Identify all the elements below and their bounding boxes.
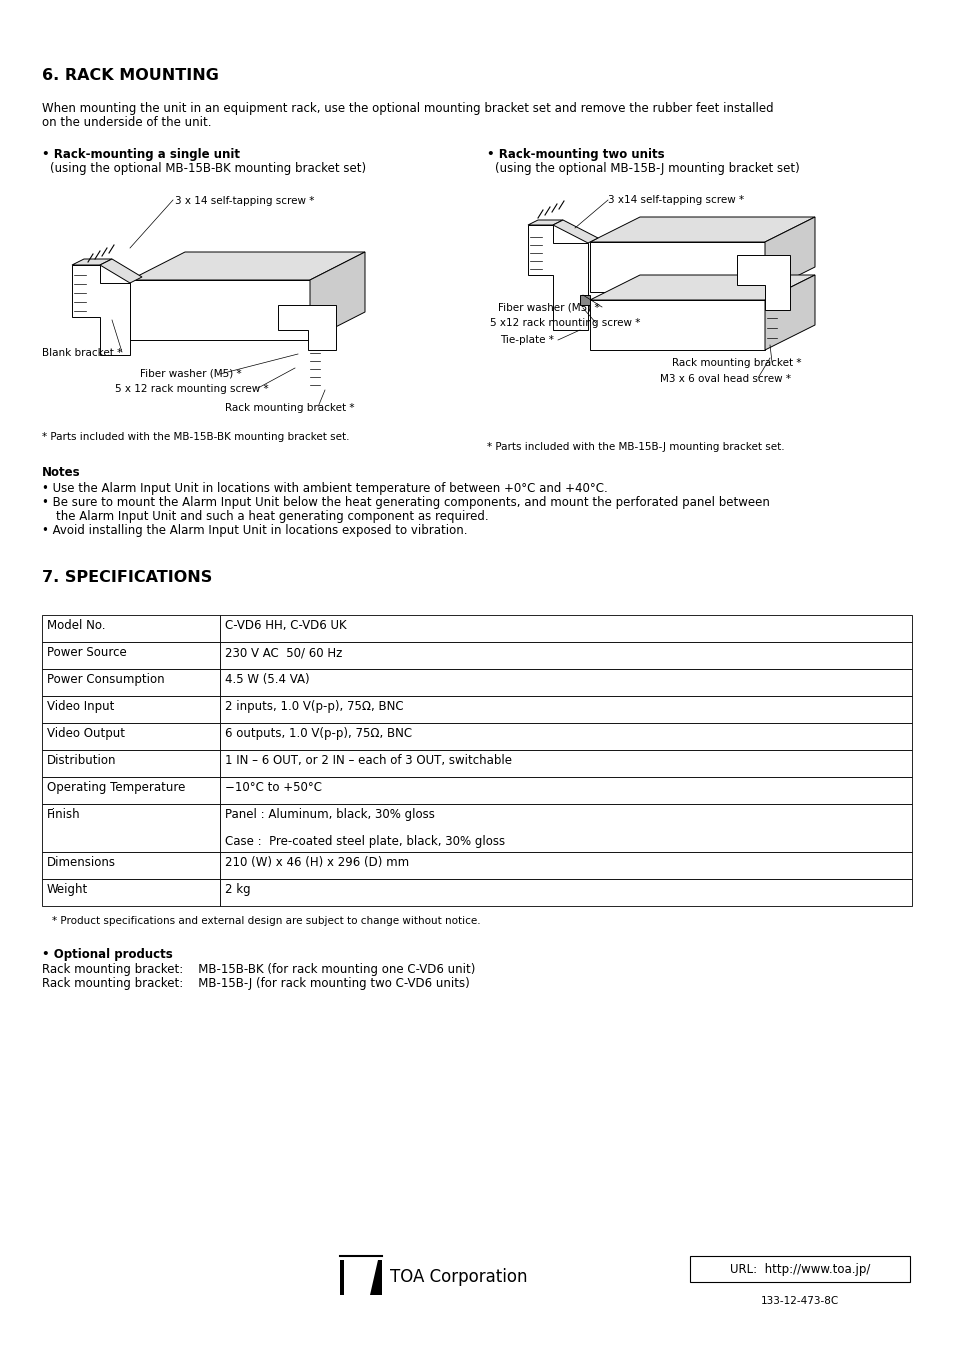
Polygon shape — [589, 218, 814, 242]
Polygon shape — [737, 255, 789, 309]
Bar — [220, 642, 911, 669]
Bar — [42, 696, 220, 723]
Text: Panel : Aluminum, black, 30% gloss: Panel : Aluminum, black, 30% gloss — [225, 808, 435, 821]
Text: on the underside of the unit.: on the underside of the unit. — [42, 116, 212, 128]
Text: Rack mounting bracket *: Rack mounting bracket * — [671, 358, 801, 367]
Polygon shape — [589, 242, 764, 292]
Polygon shape — [344, 1260, 355, 1296]
Bar — [42, 642, 220, 669]
Text: * Parts included with the MB-15B-BK mounting bracket set.: * Parts included with the MB-15B-BK moun… — [42, 432, 349, 442]
Text: Distribution: Distribution — [47, 754, 116, 767]
Text: Video Output: Video Output — [47, 727, 125, 740]
Text: Power Consumption: Power Consumption — [47, 673, 165, 686]
Bar — [42, 777, 220, 804]
Polygon shape — [527, 220, 562, 226]
Text: Rack mounting bracket:    MB-15B-BK (for rack mounting one C-VD6 unit): Rack mounting bracket: MB-15B-BK (for ra… — [42, 963, 475, 975]
Polygon shape — [310, 253, 365, 340]
Text: 6. RACK MOUNTING: 6. RACK MOUNTING — [42, 68, 218, 82]
Text: C-VD6 HH, C-VD6 UK: C-VD6 HH, C-VD6 UK — [225, 619, 346, 632]
Text: Tie-plate *: Tie-plate * — [499, 335, 554, 345]
Bar — [220, 669, 911, 696]
Bar — [220, 852, 911, 880]
Bar — [42, 804, 220, 852]
Text: 2 kg: 2 kg — [225, 884, 251, 896]
Polygon shape — [130, 280, 310, 340]
Text: When mounting the unit in an equipment rack, use the optional mounting bracket s: When mounting the unit in an equipment r… — [42, 101, 773, 115]
Text: Blank bracket *: Blank bracket * — [42, 349, 122, 358]
Bar — [42, 723, 220, 750]
Text: 4.5 W (5.4 VA): 4.5 W (5.4 VA) — [225, 673, 310, 686]
Text: Rack mounting bracket *: Rack mounting bracket * — [225, 403, 355, 413]
Text: 7. SPECIFICATIONS: 7. SPECIFICATIONS — [42, 570, 212, 585]
Text: Fiber washer (M5) *: Fiber washer (M5) * — [497, 303, 599, 312]
Text: 210 (W) x 46 (H) x 296 (D) mm: 210 (W) x 46 (H) x 296 (D) mm — [225, 857, 409, 869]
Polygon shape — [764, 218, 814, 292]
Bar — [220, 615, 911, 642]
Polygon shape — [71, 259, 112, 265]
Text: * Product specifications and external design are subject to change without notic: * Product specifications and external de… — [52, 916, 480, 925]
Text: 3 x 14 self-tapping screw *: 3 x 14 self-tapping screw * — [174, 196, 314, 205]
Polygon shape — [553, 220, 598, 243]
Polygon shape — [277, 305, 335, 350]
Text: * Parts included with the MB-15B-J mounting bracket set.: * Parts included with the MB-15B-J mount… — [486, 442, 783, 453]
Text: Case :  Pre-coated steel plate, black, 30% gloss: Case : Pre-coated steel plate, black, 30… — [225, 835, 504, 848]
Bar — [220, 723, 911, 750]
Text: 230 V AC  50/ 60 Hz: 230 V AC 50/ 60 Hz — [225, 646, 342, 659]
Text: Fiber washer (M5) *: Fiber washer (M5) * — [140, 367, 241, 378]
Text: the Alarm Input Unit and such a heat generating component as required.: the Alarm Input Unit and such a heat gen… — [56, 509, 488, 523]
Text: Weight: Weight — [47, 884, 89, 896]
Text: Operating Temperature: Operating Temperature — [47, 781, 185, 794]
Text: Dimensions: Dimensions — [47, 857, 116, 869]
Text: (using the optional MB-15B-BK mounting bracket set): (using the optional MB-15B-BK mounting b… — [50, 162, 366, 176]
Text: URL:  http://www.toa.jp/: URL: http://www.toa.jp/ — [729, 1262, 869, 1275]
Text: 133-12-473-8C: 133-12-473-8C — [760, 1296, 839, 1306]
Text: 3 x14 self-tapping screw *: 3 x14 self-tapping screw * — [607, 195, 743, 205]
Bar — [42, 669, 220, 696]
Bar — [220, 777, 911, 804]
Bar — [689, 1256, 909, 1282]
Text: • Avoid installing the Alarm Input Unit in locations exposed to vibration.: • Avoid installing the Alarm Input Unit … — [42, 524, 467, 536]
Bar — [42, 615, 220, 642]
Text: 5 x 12 rack mounting screw *: 5 x 12 rack mounting screw * — [115, 384, 269, 394]
Bar — [220, 750, 911, 777]
Bar — [42, 880, 220, 907]
Bar — [42, 750, 220, 777]
Text: 2 inputs, 1.0 V(p-p), 75Ω, BNC: 2 inputs, 1.0 V(p-p), 75Ω, BNC — [225, 700, 403, 713]
Text: Model No.: Model No. — [47, 619, 106, 632]
Text: 1 IN – 6 OUT, or 2 IN – each of 3 OUT, switchable: 1 IN – 6 OUT, or 2 IN – each of 3 OUT, s… — [225, 754, 512, 767]
Text: Power Source: Power Source — [47, 646, 127, 659]
Text: • Be sure to mount the Alarm Input Unit below the heat generating components, an: • Be sure to mount the Alarm Input Unit … — [42, 496, 769, 509]
Text: Video Input: Video Input — [47, 700, 114, 713]
Bar — [220, 880, 911, 907]
Text: Finish: Finish — [47, 808, 81, 821]
Text: (using the optional MB-15B-J mounting bracket set): (using the optional MB-15B-J mounting br… — [495, 162, 799, 176]
Text: TOA Corporation: TOA Corporation — [390, 1269, 527, 1286]
Bar — [220, 804, 911, 852]
Bar — [42, 852, 220, 880]
Text: • Rack-mounting two units: • Rack-mounting two units — [486, 149, 664, 161]
Text: 6 outputs, 1.0 V(p-p), 75Ω, BNC: 6 outputs, 1.0 V(p-p), 75Ω, BNC — [225, 727, 412, 740]
Polygon shape — [344, 1260, 377, 1296]
Polygon shape — [764, 276, 814, 350]
Polygon shape — [589, 276, 814, 300]
Polygon shape — [527, 226, 587, 330]
Polygon shape — [130, 253, 365, 280]
Text: 5 x12 rack mounting screw *: 5 x12 rack mounting screw * — [490, 317, 639, 328]
Text: −10°C to +50°C: −10°C to +50°C — [225, 781, 322, 794]
Text: M3 x 6 oval head screw *: M3 x 6 oval head screw * — [659, 374, 790, 384]
Polygon shape — [579, 295, 589, 305]
Text: • Optional products: • Optional products — [42, 948, 172, 961]
Text: Notes: Notes — [42, 466, 81, 480]
Text: • Rack-mounting a single unit: • Rack-mounting a single unit — [42, 149, 240, 161]
Text: Rack mounting bracket:    MB-15B-J (for rack mounting two C-VD6 units): Rack mounting bracket: MB-15B-J (for rac… — [42, 977, 469, 990]
Polygon shape — [71, 265, 130, 355]
Bar — [339, 1260, 381, 1296]
Bar — [220, 696, 911, 723]
Polygon shape — [589, 300, 764, 350]
Polygon shape — [100, 259, 142, 282]
Text: • Use the Alarm Input Unit in locations with ambient temperature of between +0°C: • Use the Alarm Input Unit in locations … — [42, 482, 607, 494]
